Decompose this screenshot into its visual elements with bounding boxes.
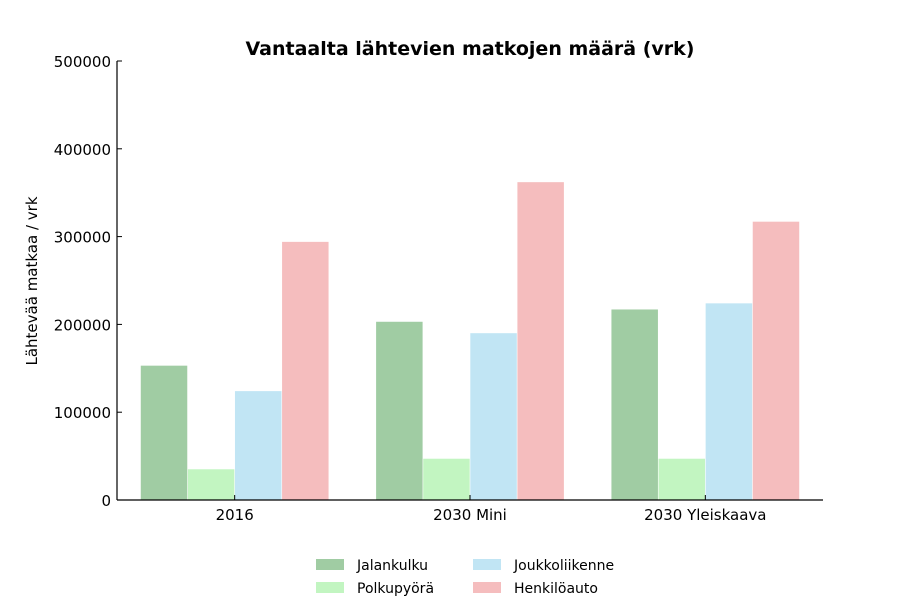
legend: Jalankulku Polkupyörä Joukkoliikenne Henkil… bbox=[316, 558, 614, 597]
y-axis-label: Lähtevää matkaa / vrk bbox=[23, 196, 41, 365]
y-ticks-group: 0 100000 200000 300000 400000 500000 bbox=[54, 53, 122, 510]
chart-title: Vantaalta lähtevien matkojen määrä (vrk) bbox=[246, 38, 695, 60]
x-tick-label: 2016 bbox=[216, 506, 254, 524]
bar-joukkoliikenne-2016 bbox=[234, 391, 282, 500]
legend-swatch-henkilöauto bbox=[473, 582, 501, 593]
y-tick-label: 400000 bbox=[54, 141, 111, 159]
bar-henkilöauto-2030-yleiskaava bbox=[752, 221, 800, 500]
y-tick-label: 0 bbox=[101, 492, 111, 510]
y-tick-label: 100000 bbox=[54, 404, 111, 422]
bar-joukkoliikenne-2030-yleiskaava bbox=[705, 303, 753, 500]
x-tick-label: 2030 Yleiskaava bbox=[644, 506, 766, 524]
bar-henkilöauto-2030-mini bbox=[517, 182, 564, 500]
bar-joukkoliikenne-2030-mini bbox=[470, 333, 517, 500]
legend-swatch-polkupyörä bbox=[316, 582, 344, 593]
y-tick-label: 200000 bbox=[54, 316, 111, 334]
bars-group bbox=[140, 182, 800, 501]
x-tick-label: 2030 Mini bbox=[433, 506, 507, 524]
y-tick-label: 500000 bbox=[54, 53, 111, 71]
x-ticks-group: 2016 2030 Mini 2030 Yleiskaava bbox=[216, 495, 767, 524]
legend-swatch-joukkoliikenne bbox=[473, 559, 501, 570]
legend-swatch-jalankulku bbox=[316, 559, 344, 570]
legend-label-jalankulku: Jalankulku bbox=[356, 558, 428, 574]
bar-jalankulku-2030-mini bbox=[376, 321, 423, 500]
bar-polkupyörä-2030-mini bbox=[423, 458, 470, 500]
bar-polkupyörä-2030-yleiskaava bbox=[658, 458, 706, 500]
bar-jalankulku-2016 bbox=[140, 365, 188, 500]
bar-jalankulku-2030-yleiskaava bbox=[611, 309, 658, 500]
legend-label-henkilöauto: Henkilöauto bbox=[514, 581, 598, 597]
legend-label-polkupyörä: Polkupyörä bbox=[357, 581, 434, 597]
y-tick-label: 300000 bbox=[54, 229, 111, 247]
bar-polkupyörä-2016 bbox=[187, 469, 235, 500]
legend-label-joukkoliikenne: Joukkoliikenne bbox=[513, 558, 614, 574]
bar-henkilöauto-2016 bbox=[282, 241, 329, 501]
